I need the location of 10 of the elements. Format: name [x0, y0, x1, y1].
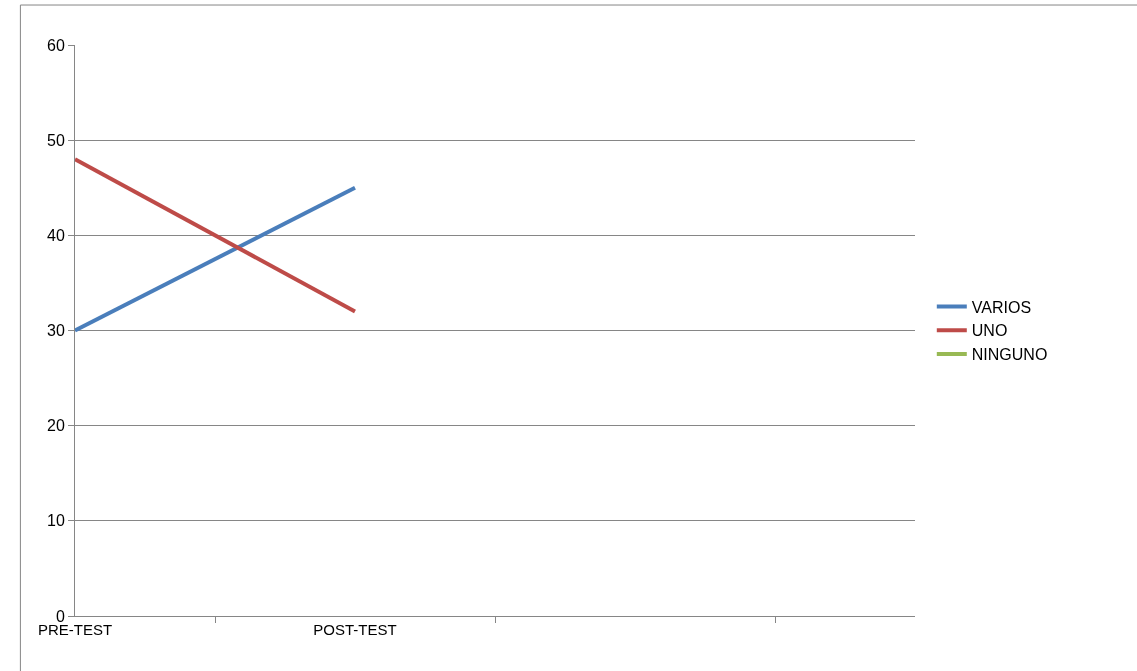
x-tick-label: POST-TEST — [313, 621, 397, 638]
legend-label: NINGUNO — [971, 346, 1048, 364]
y-tick-label: 40 — [47, 226, 65, 244]
y-tick-label: 50 — [47, 131, 65, 149]
legend-label: VARIOS — [971, 298, 1032, 316]
legend-label: UNO — [971, 322, 1008, 340]
y-tick-label: 30 — [47, 322, 65, 340]
y-tick-label: 20 — [47, 417, 65, 435]
y-tick-label: 10 — [47, 512, 65, 530]
y-tick-label: 60 — [47, 36, 65, 54]
